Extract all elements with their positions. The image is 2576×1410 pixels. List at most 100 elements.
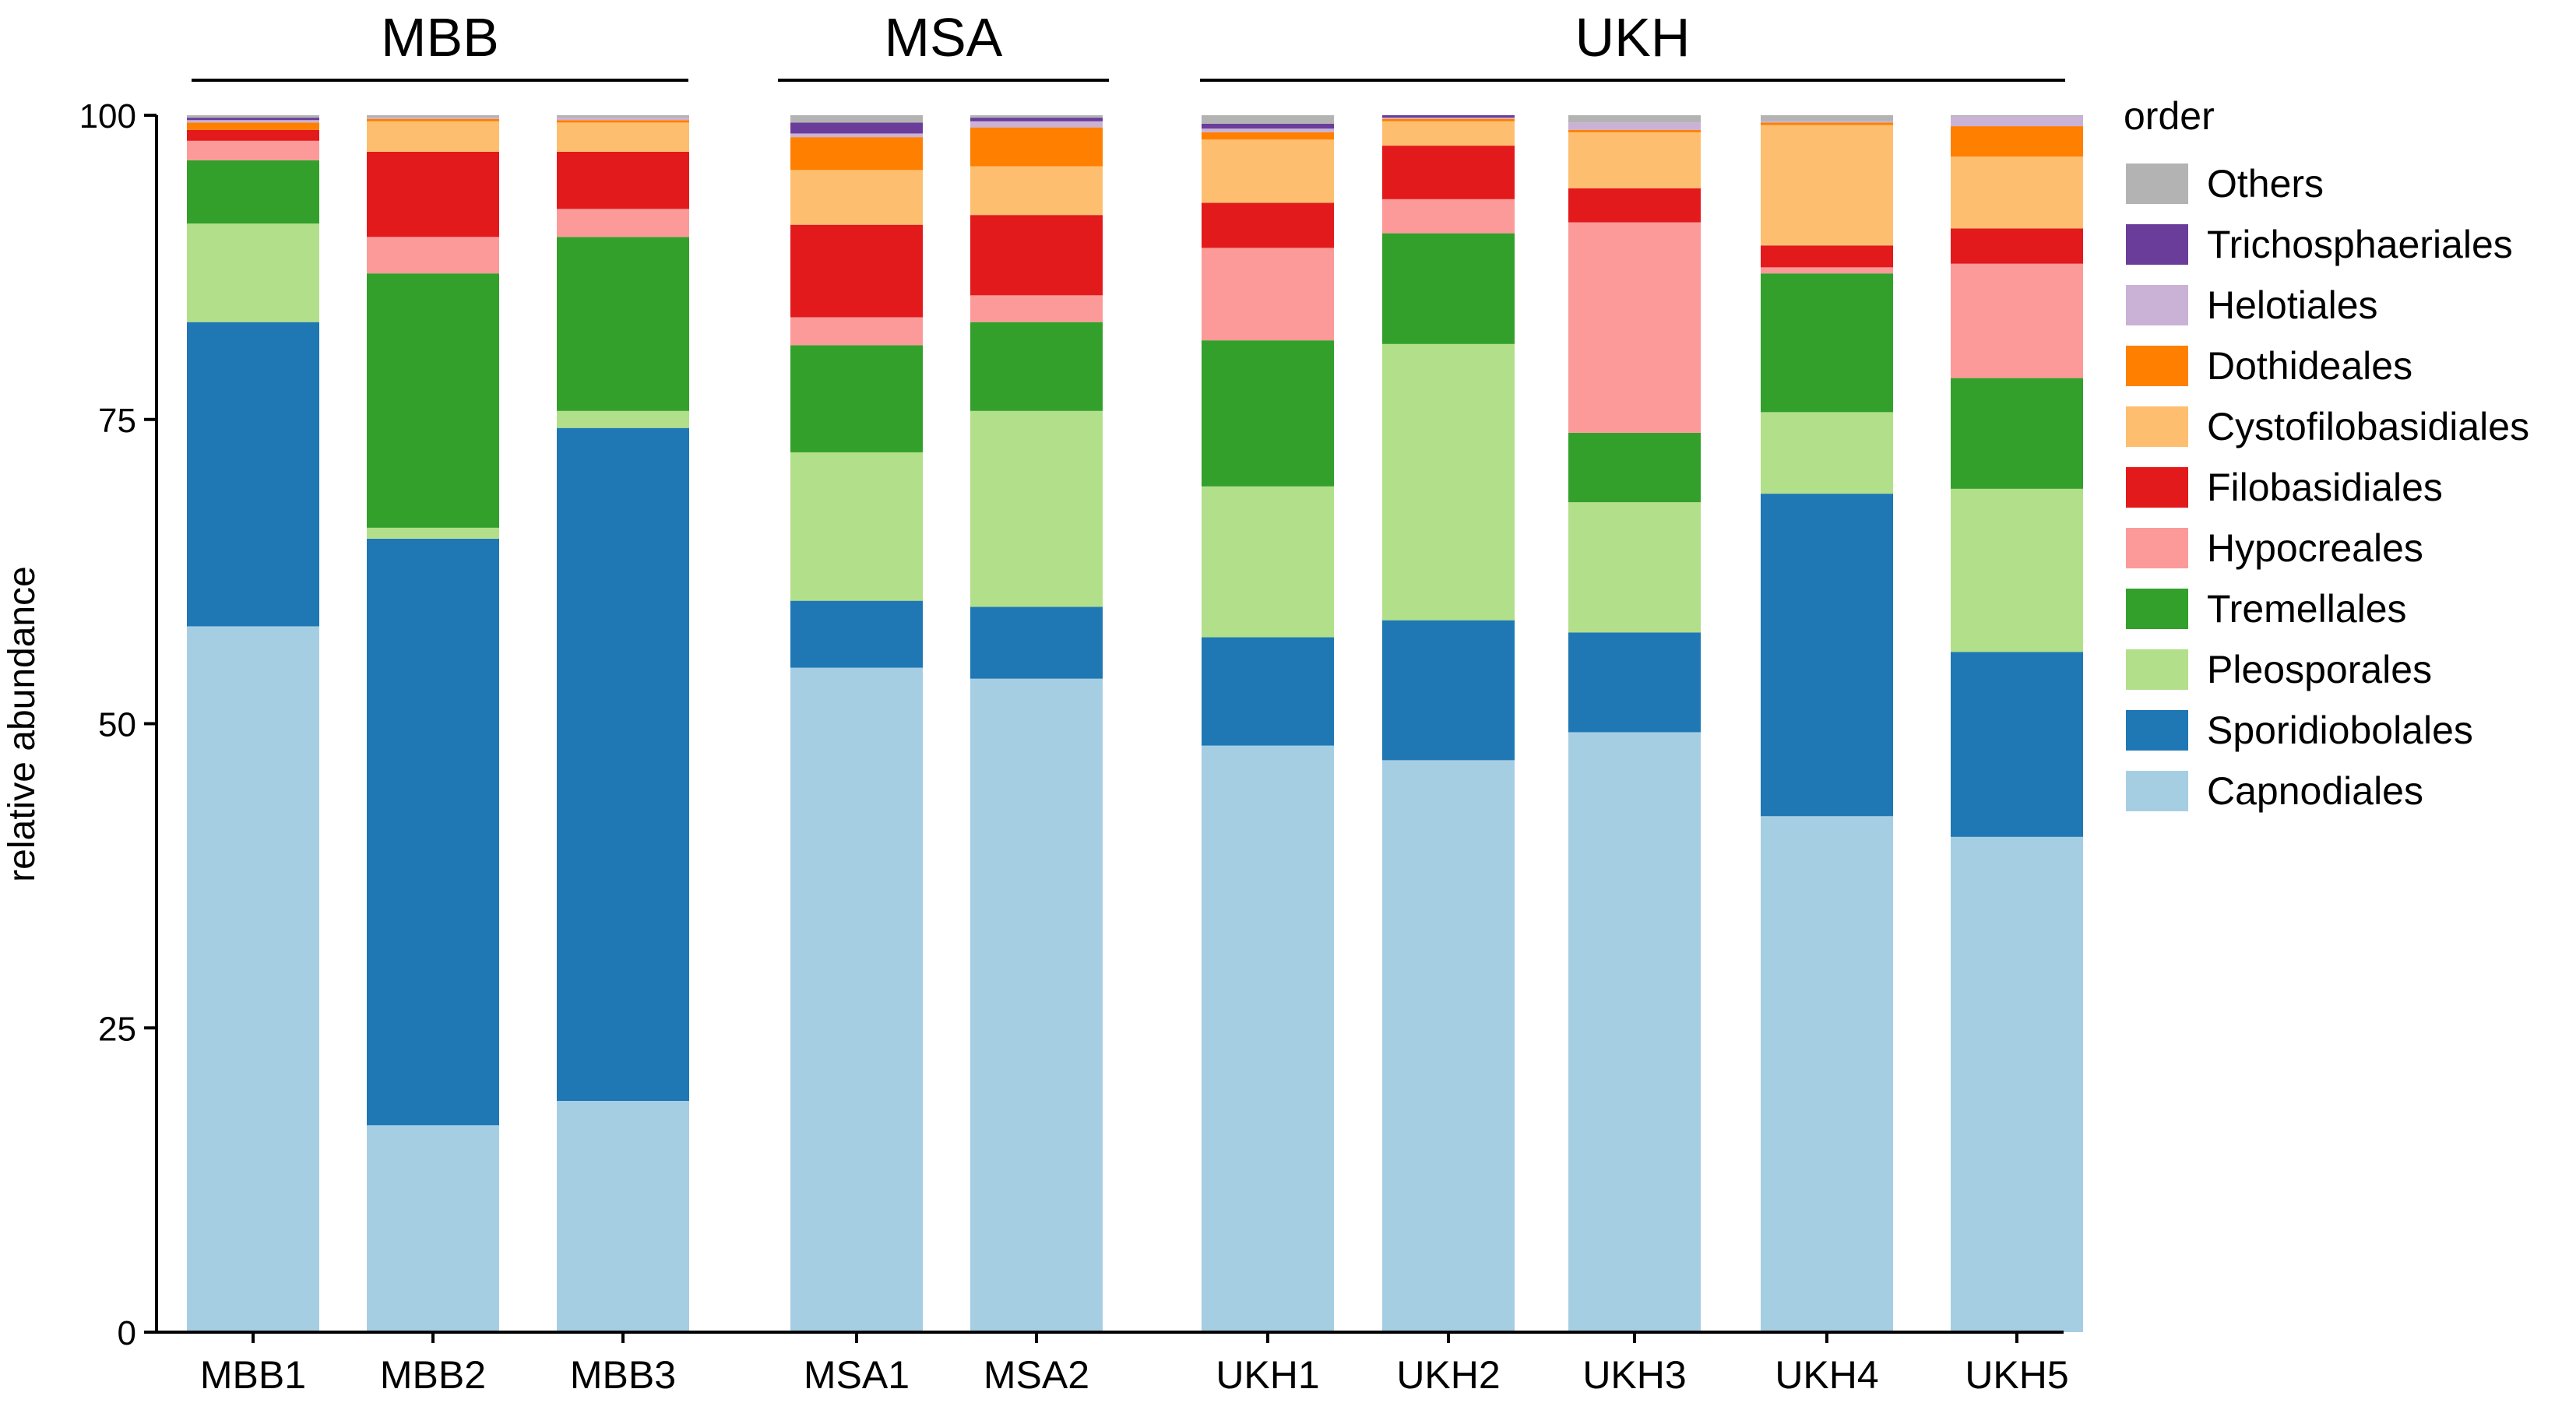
legend-item-capnodiales: Capnodiales (2126, 769, 2423, 813)
legend-swatch (2126, 771, 2188, 811)
y-tick-label: 50 (98, 706, 136, 744)
bar-segment-ukh2-dothideales (1382, 118, 1515, 121)
bar-segment-ukh1-cystofilobasidiales (1202, 139, 1334, 203)
bar-segment-mbb3-pleosporales (557, 410, 689, 428)
legend-swatch (2126, 346, 2188, 386)
bar-segment-mbb1-trichosphaeriales (187, 118, 319, 121)
bar-segment-ukh5-filobasidiales (1951, 228, 2083, 264)
x-tick-label-ukh1: UKH1 (1216, 1353, 1319, 1397)
bar-segment-mbb1-tremellales (187, 160, 319, 224)
legend-label: Cystofilobasidiales (2207, 405, 2529, 448)
bar-ukh2 (1382, 115, 1515, 1332)
bar-segment-msa1-others (790, 115, 923, 123)
group-label-mbb: MBB (381, 7, 499, 68)
bar-segment-ukh4-hypocreales (1761, 267, 1893, 274)
bar-segment-ukh5-others (1951, 115, 2083, 117)
bar-segment-msa1-trichosphaeriales (790, 122, 923, 134)
bar-segment-ukh2-pleosporales (1382, 343, 1515, 621)
bar-segment-mbb1-helotiales (187, 120, 319, 123)
x-axis-tick-labels: MBB1 MBB2 MBB3 MSA1 MSA2 UKH1 UKH2 UKH3 UKH4 UKH5 (200, 1332, 2069, 1397)
legend-item-sporidiobolales: Sporidiobolales (2126, 709, 2473, 752)
bar-segment-msa2-capnodiales (970, 678, 1103, 1332)
bar-segment-ukh2-tremellales (1382, 233, 1515, 344)
bar-segment-ukh1-sporidiobolales (1202, 637, 1334, 746)
bar-segment-msa1-hypocreales (790, 317, 923, 346)
x-tick-label-ukh3: UKH3 (1582, 1353, 1686, 1397)
legend-swatch (2126, 649, 2188, 690)
bar-segment-mbb2-capnodiales (367, 1125, 499, 1332)
bar-segment-ukh3-others (1568, 115, 1701, 123)
bar-segment-ukh3-sporidiobolales (1568, 632, 1701, 733)
legend-label: Capnodiales (2207, 769, 2423, 813)
legend-swatch (2126, 285, 2188, 325)
bar-segment-ukh5-hypocreales (1951, 263, 2083, 378)
bar-segment-msa2-sporidiobolales (970, 607, 1103, 679)
y-axis: 0 25 50 75 100 (79, 97, 2064, 1352)
bar-segment-ukh4-capnodiales (1761, 816, 1893, 1332)
bar-segment-ukh4-helotiales (1761, 121, 1893, 123)
bar-segment-ukh1-hypocreales (1202, 248, 1334, 341)
bar-segment-ukh5-dothideales (1951, 126, 2083, 157)
bars-layer (187, 115, 2083, 1332)
bar-segment-mbb2-sporidiobolales (367, 538, 499, 1126)
bar-segment-ukh4-others (1761, 115, 1893, 121)
bar-segment-ukh1-tremellales (1202, 340, 1334, 487)
bar-segment-msa2-tremellales (970, 322, 1103, 411)
legend-swatch (2126, 589, 2188, 629)
x-tick-label-msa2: MSA2 (984, 1353, 1089, 1397)
bar-segment-ukh5-tremellales (1951, 378, 2083, 489)
bar-segment-ukh3-dothideales (1568, 129, 1701, 132)
bar-segment-mbb2-filobasidiales (367, 151, 499, 237)
legend-item-trichosphaeriales: Trichosphaeriales (2126, 223, 2513, 266)
legend-swatch (2126, 528, 2188, 568)
bar-segment-ukh1-pleosporales (1202, 486, 1334, 638)
bar-segment-msa1-helotiales (790, 133, 923, 138)
group-label-msa: MSA (885, 7, 1003, 68)
bar-mbb2 (367, 115, 499, 1332)
legend-label: Sporidiobolales (2207, 709, 2473, 752)
bar-segment-ukh2-cystofilobasidiales (1382, 121, 1515, 146)
bar-segment-msa1-filobasidiales (790, 224, 923, 318)
group-label-ukh: UKH (1575, 7, 1691, 68)
bar-segment-ukh5-capnodiales (1951, 836, 2083, 1332)
bar-segment-msa2-dothideales (970, 127, 1103, 167)
legend-label: Trichosphaeriales (2207, 223, 2513, 266)
legend-label: Dothideales (2207, 344, 2412, 388)
bar-segment-msa2-trichosphaeriales (970, 118, 1103, 121)
bar-segment-ukh5-cystofilobasidiales (1951, 156, 2083, 229)
bar-segment-mbb2-tremellales (367, 273, 499, 528)
y-tick-label: 75 (98, 402, 136, 440)
bar-segment-ukh3-hypocreales (1568, 222, 1701, 433)
bar-segment-ukh2-sporidiobolales (1382, 620, 1515, 761)
y-axis-label: relative abundance (2, 566, 43, 882)
bar-segment-ukh3-filobasidiales (1568, 188, 1701, 223)
bar-segment-ukh4-cystofilobasidiales (1761, 125, 1893, 246)
bar-segment-ukh4-filobasidiales (1761, 245, 1893, 268)
bar-segment-mbb1-hypocreales (187, 140, 319, 160)
bar-msa2 (970, 115, 1103, 1332)
legend-label: Hypocreales (2207, 526, 2423, 570)
bar-segment-mbb2-pleosporales (367, 527, 499, 539)
bar-segment-mbb1-capnodiales (187, 626, 319, 1332)
bar-msa1 (790, 115, 923, 1332)
bar-ukh1 (1202, 115, 1334, 1332)
legend-item-pleosporales: Pleosporales (2126, 648, 2432, 691)
bar-segment-ukh3-cystofilobasidiales (1568, 132, 1701, 188)
bar-segment-ukh2-capnodiales (1382, 760, 1515, 1332)
x-tick-label-msa1: MSA1 (804, 1353, 910, 1397)
legend: order Others Trichosphaeriales Helotiales D… (2124, 94, 2529, 813)
legend-swatch (2126, 467, 2188, 508)
bar-segment-ukh2-filobasidiales (1382, 146, 1515, 199)
bar-segment-ukh4-tremellales (1761, 273, 1893, 413)
x-tick-label-mbb3: MBB3 (570, 1353, 676, 1397)
bar-segment-mbb2-hypocreales (367, 237, 499, 274)
legend-swatch (2126, 224, 2188, 265)
bar-segment-ukh5-sporidiobolales (1951, 652, 2083, 837)
legend-title: order (2124, 94, 2215, 138)
legend-label: Others (2207, 162, 2324, 206)
bar-segment-mbb3-others (557, 115, 689, 118)
bar-segment-msa2-pleosporales (970, 410, 1103, 607)
bar-segment-msa1-cystofilobasidiales (790, 170, 923, 225)
legend-label: Pleosporales (2207, 648, 2432, 691)
bar-segment-ukh5-helotiales (1951, 116, 2083, 127)
